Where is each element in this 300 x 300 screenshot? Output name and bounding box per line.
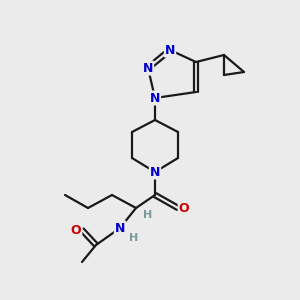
Text: N: N <box>150 92 160 104</box>
Text: H: H <box>143 210 153 220</box>
Text: O: O <box>71 224 81 236</box>
Text: N: N <box>150 166 160 178</box>
Text: N: N <box>115 221 125 235</box>
Text: N: N <box>143 61 153 74</box>
Text: O: O <box>179 202 189 214</box>
Text: H: H <box>129 233 139 243</box>
Text: N: N <box>165 44 175 56</box>
